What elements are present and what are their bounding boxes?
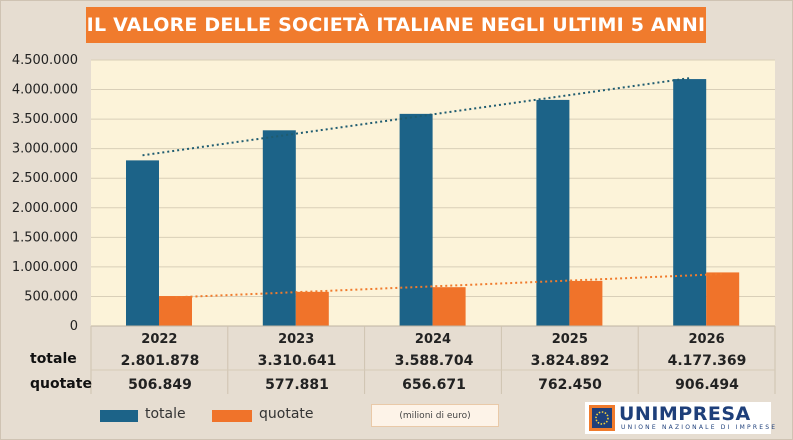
table-cell-quotate-2023: 577.881 [265, 377, 329, 393]
bar-totale-2023 [262, 130, 296, 326]
trendline-totale [142, 77, 690, 157]
trendlines [142, 77, 723, 299]
bar-totale-2024 [399, 113, 433, 326]
logo-mark-icon [589, 405, 615, 431]
y-tick-label: 500.000 [24, 289, 78, 304]
x-axis-categories: 2022 2023 2024 2025 2026 [141, 332, 724, 347]
y-tick-label: 0 [70, 319, 78, 334]
bar-quotate-2026 [706, 272, 740, 326]
y-tick-label: 4.000.000 [12, 83, 78, 98]
unimpresa-logo: UNIMPRESA UNIONE NAZIONALE DI IMPRESE [585, 402, 775, 434]
table-cell-quotate-2026: 906.494 [675, 377, 739, 393]
table-cell-quotate-2024: 656.671 [402, 377, 466, 393]
y-tick-label: 2.000.000 [12, 201, 78, 216]
legend-swatch-quotate [212, 410, 252, 422]
bar-totale-2022 [126, 160, 159, 326]
trendline-quotate [175, 273, 723, 299]
x-category-label: 2023 [278, 332, 314, 347]
table-cell-totale-2026: 4.177.369 [667, 353, 747, 369]
y-tick-label: 3.000.000 [12, 142, 78, 157]
bar-quotate-2024 [432, 287, 466, 326]
y-tick-label: 1.000.000 [12, 260, 78, 275]
x-category-label: 2026 [689, 332, 725, 347]
y-tick-label: 4.500.000 [12, 53, 78, 68]
table-row-label-totale: totale [30, 351, 77, 367]
table-row-label-quotate: quotate [30, 376, 92, 392]
table-cell-totale-2022: 2.801.878 [120, 353, 200, 369]
bar-quotate-2022 [159, 296, 192, 326]
bar-totale-2026 [673, 79, 707, 326]
table-gridlines [90, 325, 776, 394]
x-category-label: 2024 [415, 332, 451, 347]
y-axis-ticks: 0 500.000 1.000.000 1.500.000 2.000.000 2.500… [12, 53, 78, 334]
logo-subtitle: UNIONE NAZIONALE DI IMPRESE [621, 424, 778, 431]
chart-title: IL VALORE DELLE SOCIETÀ ITALIANE NEGLI U… [86, 7, 706, 43]
x-category-label: 2022 [141, 332, 177, 347]
table-cell-totale-2023: 3.310.641 [257, 353, 337, 369]
x-category-label: 2025 [552, 332, 588, 347]
y-tick-label: 3.500.000 [12, 112, 78, 127]
legend-label-totale: totale [145, 406, 186, 422]
bar-totale-2025 [536, 99, 570, 326]
y-tick-label: 2.500.000 [12, 171, 78, 186]
table-cell-quotate-2022: 506.849 [128, 377, 192, 393]
legend-label-quotate: quotate [259, 406, 314, 422]
units-note: (milioni di euro) [371, 404, 499, 427]
bar-quotate-2025 [569, 280, 603, 326]
bar-quotate-2023 [295, 291, 329, 326]
bars [126, 79, 740, 326]
plot-area [91, 60, 775, 326]
gridlines [91, 59, 775, 327]
table-cell-quotate-2025: 762.450 [538, 377, 602, 393]
legend-swatch-totale [100, 410, 138, 422]
table-cell-totale-2024: 3.588.704 [394, 353, 474, 369]
logo-name: UNIMPRESA [619, 403, 751, 425]
table-cell-totale-2025: 3.824.892 [530, 353, 610, 369]
y-tick-label: 1.500.000 [12, 230, 78, 245]
